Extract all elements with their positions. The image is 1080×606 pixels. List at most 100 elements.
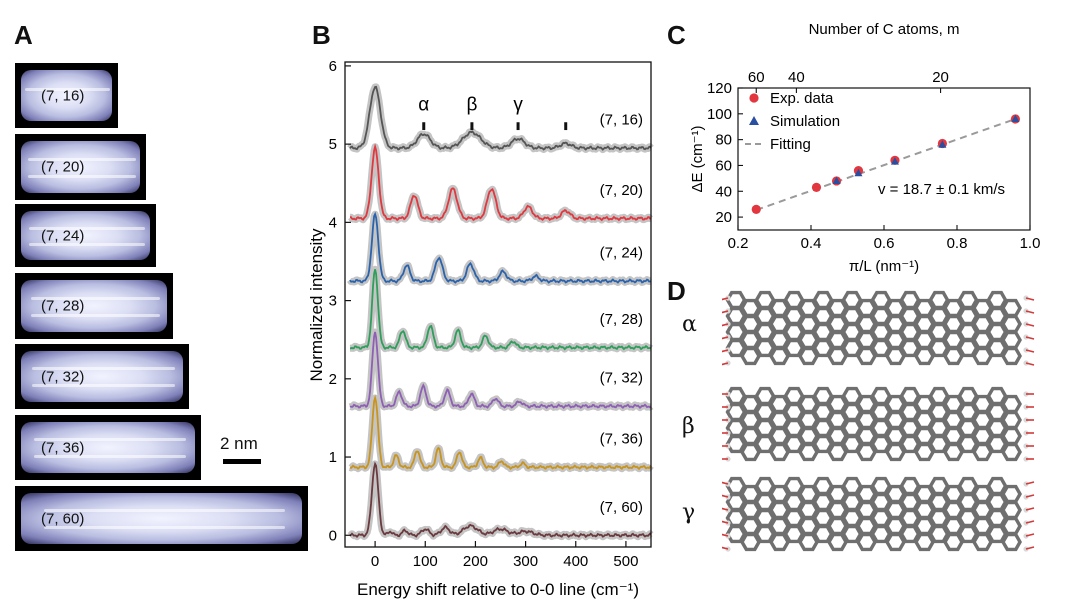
chart-c-scatter: 0.2 0.4 0.6 0.8 1.0 20 40 60 80 100 120 60 40 20 Exp.… — [689, 21, 1040, 275]
chart-b-peak-label: β — [466, 95, 477, 116]
carbon-ring — [986, 338, 1008, 358]
molecule-ribbon — [722, 476, 1035, 552]
mode-label-gamma: γ — [682, 500, 696, 525]
chart-c-xlabel: π/L (nm⁻¹) — [849, 258, 919, 275]
stm-label: (7, 24) — [41, 227, 85, 244]
chart-b-ytick-label: 4 — [329, 214, 337, 231]
chart-b-series-label: (7, 16) — [600, 112, 643, 129]
displacement-arrow — [722, 297, 729, 301]
chart-b-ytick-label: 0 — [329, 527, 337, 544]
carbon-ring — [986, 524, 1008, 544]
chart-c-sim-point — [854, 168, 863, 177]
chart-b-ytick-label: 1 — [329, 449, 337, 466]
displacement-arrow — [1025, 349, 1035, 353]
carbon-ring — [870, 524, 892, 544]
chart-b-series-label: (7, 24) — [600, 245, 643, 262]
chart-c-top-tick-label: 20 — [932, 69, 949, 86]
chart-c-ytick-label: 100 — [707, 106, 732, 123]
chart-b-xtick-label: 100 — [413, 553, 438, 570]
carbon-ring — [740, 346, 761, 366]
carbon-ring — [798, 346, 819, 366]
chart-b-xtick-label: 200 — [463, 553, 488, 570]
carbon-ring — [986, 434, 1008, 454]
displacement-arrow — [722, 310, 729, 314]
carbon-ring — [841, 434, 863, 454]
displacement-arrow — [722, 507, 729, 511]
carbon-ring — [943, 442, 964, 462]
chart-c-top-xlabel: Number of C atoms, m — [809, 21, 960, 38]
carbon-ring — [856, 532, 877, 552]
stm-label: (7, 20) — [41, 158, 85, 176]
chart-b-series-line — [349, 394, 652, 471]
chart-b-series-label: (7, 36) — [600, 431, 643, 448]
carbon-ring — [885, 532, 906, 552]
displacement-arrow — [722, 481, 729, 485]
stm-image-7-32: (7, 32) — [15, 344, 189, 409]
carbon-ring — [827, 532, 848, 552]
carbon-ring — [783, 338, 805, 358]
chart-c-xtick-label: 0.6 — [874, 235, 895, 252]
chart-b-series-label: (7, 28) — [600, 311, 643, 328]
stm-image-7-16: (7, 16) — [15, 63, 118, 128]
carbon-ring — [943, 346, 964, 366]
carbon-ring — [885, 346, 906, 366]
carbon-ring — [1001, 484, 1022, 504]
chart-b-series-line — [349, 211, 652, 284]
molecule-ribbon — [722, 290, 1035, 366]
chart-b-xtick-label: 300 — [513, 553, 538, 570]
carbon-ring — [1001, 426, 1022, 446]
carbon-ring — [1001, 394, 1022, 414]
chart-b-xtick-label: 0 — [371, 553, 379, 570]
carbon-ring — [827, 442, 848, 462]
displacement-arrow — [1025, 494, 1035, 498]
chart-c-xtick-label: 0.2 — [728, 235, 749, 252]
carbon-ring — [899, 524, 921, 544]
chart-b-ytick-label: 6 — [329, 58, 337, 75]
chart-c-xtick-label: 0.8 — [947, 235, 968, 252]
carbon-ring — [928, 434, 950, 454]
carbon-ring — [769, 532, 790, 552]
displacement-arrow — [722, 533, 729, 537]
chart-b-series-line — [349, 461, 652, 539]
chart-c-annotation: v = 18.7 ± 0.1 km/s — [878, 181, 1005, 198]
carbon-ring — [914, 442, 935, 462]
chart-c-sim-point — [890, 157, 899, 165]
chart-b-ylabel: Normalized intensity — [307, 228, 326, 382]
legend-entry: Fitting — [770, 136, 811, 153]
stm-label: (7, 32) — [41, 368, 85, 385]
chart-b-xlabel: Energy shift relative to 0-0 line (cm⁻¹) — [357, 580, 639, 599]
displacement-arrow — [722, 494, 729, 498]
chart-c-ytick-label: 20 — [715, 209, 732, 226]
carbon-ring — [1001, 314, 1022, 334]
carbon-ring — [1001, 442, 1022, 462]
displacement-arrow — [1025, 323, 1035, 327]
carbon-ring — [899, 338, 921, 358]
carbon-ring — [899, 434, 921, 454]
chart-c-sim-point — [938, 140, 947, 148]
chart-c-ylabel: ΔE (cm⁻¹) — [689, 125, 706, 192]
carbon-ring — [783, 434, 805, 454]
carbon-ring — [885, 442, 906, 462]
carbon-ring — [914, 532, 935, 552]
legend-marker-circle — [749, 93, 759, 103]
molecule-structures — [722, 290, 1035, 552]
carbon-ring — [943, 532, 964, 552]
scale-bar — [223, 459, 261, 464]
carbon-ring — [812, 338, 834, 358]
carbon-ring — [783, 524, 805, 544]
stm-label: (7, 60) — [41, 510, 85, 527]
mode-label-alpha: α — [682, 312, 697, 337]
carbon-ring — [754, 338, 776, 358]
molecule-ribbon — [722, 386, 1034, 462]
carbon-ring — [957, 338, 979, 358]
carbon-ring — [812, 434, 834, 454]
chart-b-xtick-label: 400 — [563, 553, 588, 570]
chart-b-series-label: (7, 32) — [600, 370, 643, 387]
chart-b-series-label: (7, 20) — [600, 182, 643, 199]
carbon-ring — [870, 338, 892, 358]
carbon-ring — [841, 338, 863, 358]
scale-bar-label: 2 nm — [220, 434, 258, 453]
chart-b-series-line — [349, 85, 652, 151]
displacement-arrow — [1025, 507, 1035, 511]
chart-c-xtick-label: 0.4 — [801, 235, 822, 252]
